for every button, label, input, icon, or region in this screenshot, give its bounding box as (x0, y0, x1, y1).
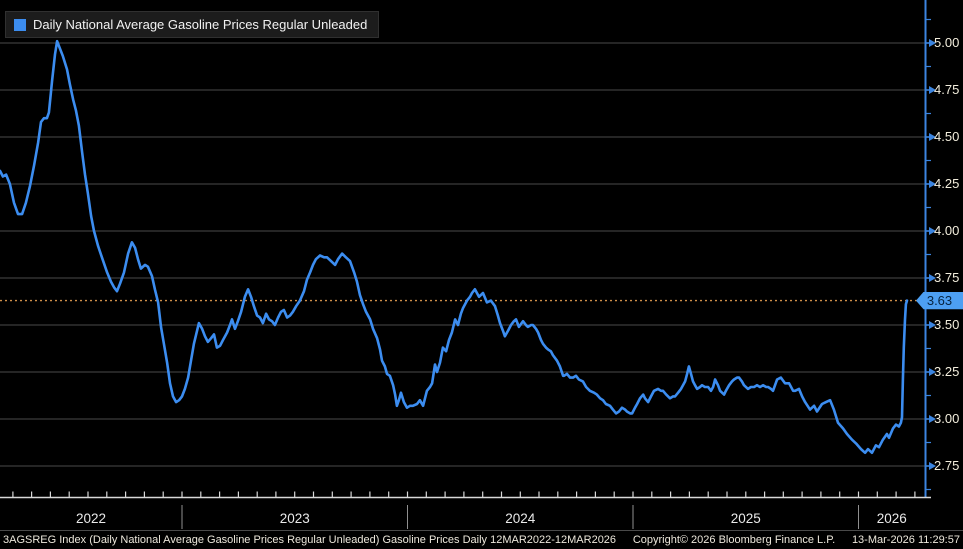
series-color-swatch-icon (14, 18, 26, 31)
last-price-value: 3.63 (926, 292, 953, 308)
ticker-info: 3AGSREG Index (Daily National Average Ga… (3, 534, 617, 546)
y-axis-tick-label: 3.25 (934, 363, 960, 379)
y-axis-tick-label: 2.75 (934, 457, 960, 473)
last-price-badge: 3.63 (916, 291, 963, 310)
y-axis-tick-label: 3.50 (934, 317, 960, 332)
price-line (0, 39, 909, 455)
y-axis-tick-label: 4.75 (934, 82, 960, 98)
y-tick-arrow (929, 86, 936, 95)
legend-box[interactable]: Daily National Average Gasoline Prices R… (5, 11, 380, 38)
status-bar: 3AGSREG Index (Daily National Average Ga… (0, 530, 963, 549)
y-tick-arrow (929, 133, 936, 142)
copyright-text: Copyright© 2026 Bloomberg Finance L.P. (632, 534, 836, 546)
x-axis-year-label: 2025 (730, 511, 761, 526)
y-axis-tick-label: 3.00 (934, 410, 960, 426)
y-axis-tick-label: 3.75 (934, 270, 960, 285)
y-tick-arrow (929, 367, 936, 376)
y-tick-arrow (929, 414, 936, 423)
price-chart-plot[interactable] (0, 0, 963, 531)
y-axis-tick-label: 4.50 (934, 129, 960, 145)
y-tick-arrow (929, 39, 936, 48)
y-axis-tick-label: 4.00 (934, 223, 960, 239)
legend-label: Daily National Average Gasoline Prices R… (33, 17, 368, 32)
y-tick-arrow (929, 274, 936, 283)
y-tick-arrow (929, 461, 936, 470)
y-axis-tick-label: 5.00 (934, 35, 960, 51)
x-axis-year-label: 2023 (279, 511, 310, 526)
x-axis-year-label: 2022 (75, 511, 106, 526)
x-axis-year-label: 2026 (876, 511, 907, 526)
x-axis-year-label: 2024 (505, 511, 536, 526)
y-axis-tick-label: 4.25 (934, 176, 960, 192)
y-tick-arrow (929, 227, 936, 236)
datetime-text: 13-Mar-2026 11:29:57 (851, 534, 960, 546)
y-tick-arrow (929, 180, 936, 189)
y-tick-arrow (929, 321, 936, 330)
